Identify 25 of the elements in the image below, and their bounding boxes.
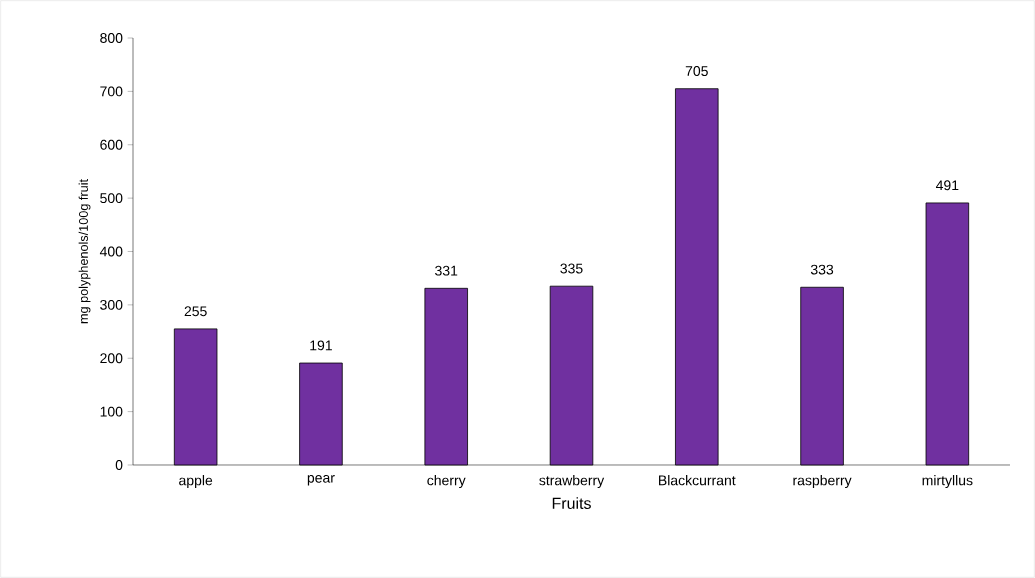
x-tick-label: raspberry <box>793 475 852 489</box>
y-tick-label: 700 <box>100 86 123 97</box>
data-label: 191 <box>310 340 332 351</box>
x-tick-label: pear <box>307 475 335 486</box>
x-tick-label: strawberry <box>539 475 605 489</box>
x-tick-label: Blackcurrant <box>659 475 736 486</box>
data-label: 333 <box>810 264 834 275</box>
x-tick-label: apple <box>179 475 213 489</box>
x-axis-title: Fruits <box>552 497 591 509</box>
y-tick-label: 200 <box>100 353 123 364</box>
data-label: 705 <box>685 66 708 77</box>
y-tick-label: 600 <box>100 139 123 150</box>
y-tick-label: 500 <box>100 193 123 204</box>
data-label: 491 <box>935 180 959 191</box>
data-label: 335 <box>560 263 583 274</box>
x-tick-label: cherry <box>427 475 466 489</box>
y-axis-title: mg polyphenols/100g fruit <box>78 179 91 324</box>
y-tick-label: 800 <box>100 33 123 43</box>
x-tick-label: mirtyllus <box>922 475 973 489</box>
y-tick-label: 400 <box>99 246 123 257</box>
y-tick-label: 0 <box>115 460 123 470</box>
data-label: 255 <box>184 306 207 317</box>
data-label: 331 <box>435 265 458 276</box>
y-tick-label: 100 <box>100 406 123 417</box>
y-tick-label: 300 <box>100 299 123 310</box>
